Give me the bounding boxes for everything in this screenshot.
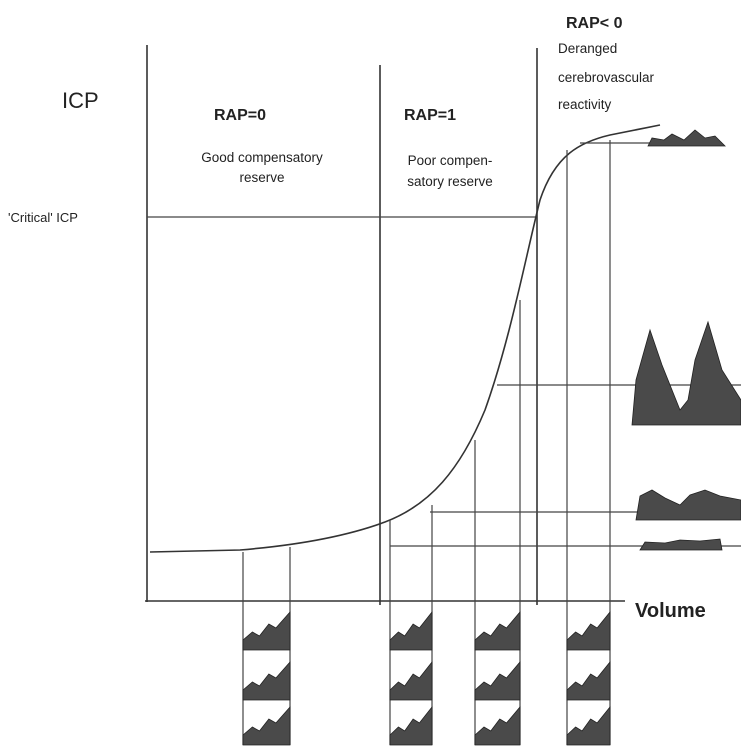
- region-text: satory reserve: [407, 174, 493, 189]
- region-text: Deranged: [558, 41, 617, 56]
- waveforms: [631, 129, 741, 551]
- guide-lines: [242, 140, 741, 745]
- waveform: [631, 320, 741, 426]
- waveform: [242, 660, 291, 701]
- waveform: [389, 705, 433, 746]
- waveform: [389, 610, 433, 651]
- waveform: [242, 705, 291, 746]
- y-label: ICP: [62, 88, 99, 113]
- waveform: [566, 610, 611, 651]
- curve: [149, 124, 661, 553]
- region-text: Poor compen-: [408, 153, 493, 168]
- waveform: [566, 705, 611, 746]
- waveform: [566, 660, 611, 701]
- x-label: Volume: [635, 600, 706, 622]
- region-text: cerebrovascular: [558, 70, 655, 85]
- waveform: [242, 610, 291, 651]
- axes: [145, 45, 625, 605]
- region-text: Good compensatory: [201, 150, 323, 165]
- waveform: [389, 660, 433, 701]
- waveform: [639, 538, 723, 551]
- region-label: RAP=0: [214, 107, 266, 124]
- region-text: reserve: [239, 170, 284, 185]
- critical-label: 'Critical' ICP: [8, 210, 78, 225]
- waveform: [474, 705, 521, 746]
- waveform: [474, 610, 521, 651]
- waveforms: [242, 610, 611, 746]
- region-label: RAP< 0: [566, 15, 623, 32]
- region-text: reactivity: [558, 97, 612, 112]
- waveform: [647, 129, 726, 147]
- waveform: [635, 489, 741, 521]
- region-label: RAP=1: [404, 107, 456, 124]
- waveform: [474, 660, 521, 701]
